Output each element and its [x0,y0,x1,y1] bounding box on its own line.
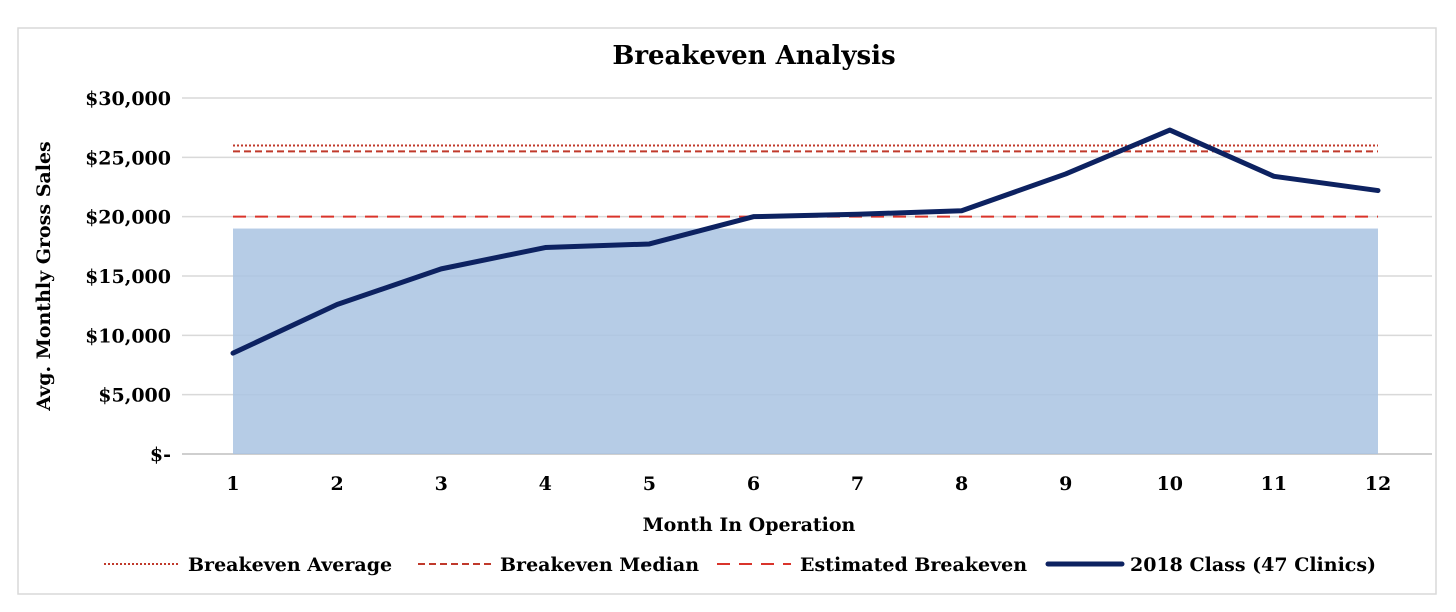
legend-label: Estimated Breakeven [800,554,1027,576]
x-tick-label: 2 [330,473,343,495]
series-line-2018-class [230,127,1381,356]
y-tick-label: $5,000 [98,385,171,407]
y-tick-label: $30,000 [85,88,171,110]
y-tick-label: $15,000 [85,266,171,288]
legend-label: Breakeven Average [188,554,392,576]
x-tick-labels: 1 2 3 4 5 6 7 8 9 10 11 12 [226,473,1391,495]
x-tick-label: 3 [435,473,448,495]
x-tick-label: 6 [747,473,760,495]
x-tick-label: 9 [1059,473,1072,495]
x-tick-label: 10 [1157,473,1183,495]
legend-label: 2018 Class (47 Clinics) [1130,554,1376,576]
y-tick-label: $20,000 [85,207,171,229]
legend-label: Breakeven Median [500,554,699,576]
x-axis-label: Month In Operation [643,514,856,536]
x-tick-label: 12 [1365,473,1391,495]
x-tick-label: 7 [851,473,864,495]
x-tick-label: 1 [226,473,239,495]
x-tick-label: 11 [1261,473,1287,495]
y-tick-label: $10,000 [85,325,171,347]
y-tick-label: $- [150,444,171,466]
chart-title: Breakeven Analysis [612,41,895,71]
shaded-region [233,228,1378,454]
y-tick-labels: $- $5,000 $10,000 $15,000 $20,000 $25,000 $30,… [85,88,171,466]
x-tick-label: 5 [643,473,656,495]
x-tick-label: 8 [955,473,968,495]
legend: Breakeven Average Breakeven Median Estimat… [104,554,1376,576]
y-tick-label: $25,000 [85,147,171,169]
x-tick-label: 4 [539,473,552,495]
y-axis-label: Avg. Monthly Gross Sales [33,141,55,411]
